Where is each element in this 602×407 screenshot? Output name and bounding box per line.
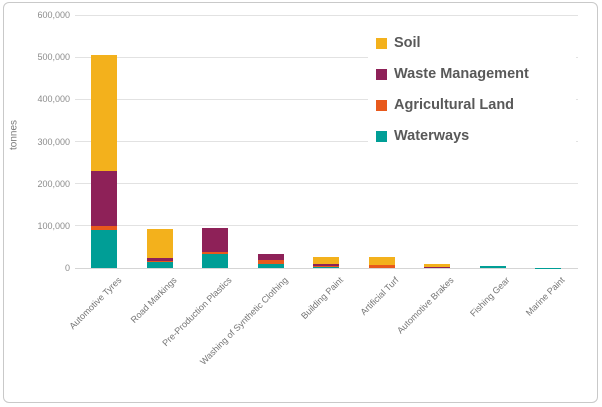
x-axis-line [75,267,578,269]
gridline [75,98,578,100]
legend-item-agricultural-land: Agricultural Land [376,94,576,116]
bar-segment-soil [313,257,339,264]
bar-segment-waste-management [91,171,117,226]
bar-segment-waste-management [202,228,228,252]
gridline [75,225,578,227]
bar-segment-agricultural-land [368,264,395,268]
x-axis-label-building-paint: Building Paint [299,275,346,321]
bar-road-markings [146,228,173,268]
bar-segment-soil [146,228,173,258]
gridline [75,56,578,58]
legend-swatch-waterways [376,130,387,142]
legend-item-waste-management: Waste Management [376,63,576,85]
bar-washing-of-synthetic-clothing [257,254,284,268]
bar-segment-waste-management [424,266,450,268]
y-tick-label: 600,000 [37,10,70,20]
bar-segment-waterways [146,262,173,268]
bar-artificial-turf [368,257,395,268]
x-axis-label-marine-paint: Marine Paint [524,275,568,318]
gridline [75,183,578,185]
gridline [75,141,578,142]
bar-segment-soil [368,257,395,265]
bar-segment-waterways [202,254,228,268]
x-axis-label-automotive-brakes: Automotive Brakes [395,275,457,336]
legend-label-soil: Soil [394,35,421,51]
bar-segment-waterways [313,266,339,268]
y-tick-label: 500,000 [37,52,70,63]
bar-pre-production-plastics [202,228,228,268]
gridline [75,14,578,16]
bar-segment-waterways [479,266,506,268]
legend-item-soil: Soil [376,32,576,54]
bar-segment-waterways [257,263,284,268]
bar-automotive-tyres [91,55,117,268]
bar-segment-soil [424,263,450,267]
x-axis-label-road-markings: Road Markings [128,275,179,325]
bar-segment-agricultural-land [91,225,117,231]
bar-segment-agricultural-land [257,260,284,264]
bar-segment-waterways [91,230,117,268]
bar-segment-waste-management [257,254,284,261]
bar-segment-waste-management [313,263,339,266]
bar-segment-soil [91,55,117,172]
plot-area [75,14,578,269]
bar-fishing-gear [479,266,506,268]
legend-label-waterways: Waterways [394,128,470,144]
y-tick-label: 100,000 [37,220,70,231]
y-tick-label: 400,000 [37,94,70,105]
legend-label-waste-management: Waste Management [394,66,529,82]
bar-segment-agricultural-land [146,261,173,263]
legend-item-waterways: Waterways [376,125,576,147]
bar-automotive-brakes [424,263,450,268]
y-tick-label: 0 [64,263,70,273]
legend-label-agricultural-land: Agricultural Land [394,97,515,113]
x-axis-label-fishing-gear: Fishing Gear [468,275,512,319]
legend-swatch-agricultural-land [376,99,387,111]
legend-swatch-waste-management [376,68,387,80]
bar-segment-agricultural-land [313,265,339,267]
legend: Soil Waste Management Agricultural Land Wat… [368,28,576,151]
bar-segment-agricultural-land [202,251,228,255]
x-axis-label-automotive-tyres: Automotive Tyres [66,275,124,332]
bar-building-paint [313,257,339,268]
y-axis-title: tonnes [8,119,20,150]
legend-swatch-soil [376,37,387,49]
y-tick-label: 200,000 [37,178,70,189]
x-axis-label-artificial-turf: Artificial Turf [358,275,401,318]
y-tick-label: 300,000 [37,136,70,147]
bar-segment-waste-management [146,257,173,262]
